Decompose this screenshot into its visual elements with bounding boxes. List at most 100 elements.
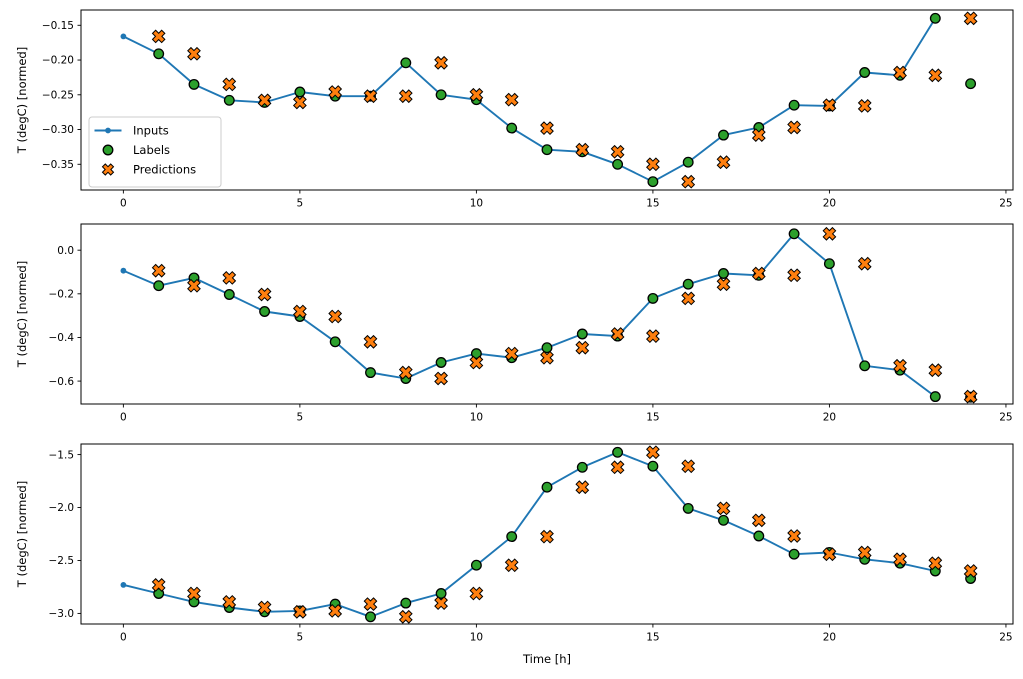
labels-marker [541,342,553,354]
predictions-marker [893,358,907,373]
labels-marker [859,67,871,78]
predictions-marker [575,142,590,157]
legend-labels-circle-icon [102,144,114,156]
predictions-marker [328,603,343,618]
predictions-marker [716,277,731,292]
labels-marker [470,559,482,571]
predictions-marker [328,85,343,99]
labels-marker [400,597,412,609]
y-tick-label: −0.25 [42,89,74,101]
axes-spines [80,223,1014,405]
y-tick-label: −1.5 [49,449,75,461]
x-tick-label: 10 [470,412,483,424]
labels-marker [259,306,271,317]
labels-marker [965,78,977,90]
predictions-marker [893,65,907,80]
predictions-marker [292,604,307,619]
x-tick-label: 20 [823,632,836,644]
labels-marker [718,514,729,526]
legend-inputs-dot-icon [105,127,111,134]
legend-item-label: Inputs [133,124,169,138]
predictions-marker [681,459,696,474]
inputs-marker [120,33,127,40]
labels-marker [859,360,871,372]
predictions-marker [363,89,378,104]
axes-spines [80,443,1014,625]
predictions-marker [857,256,872,271]
predictions-marker [328,309,343,324]
y-tick-label: −0.30 [42,124,74,136]
y-tick-label: −2.0 [49,502,75,514]
labels-marker [929,12,941,24]
predictions-marker [822,547,837,562]
y-axis-label: T (degC) [normed] [15,481,29,588]
labels-marker [188,78,200,90]
labels-marker [929,391,941,403]
predictions-marker [575,480,590,495]
predictions-marker [857,545,872,560]
predictions-marker [469,586,484,601]
predictions-marker [928,68,943,83]
subplot-1: 0 5 10 15 20 25 −0.15 −0.20 −0.25 −0.30 −0.35 T (de… [15,9,1014,210]
predictions-marker [716,501,731,516]
x-tick-label: 5 [297,412,304,424]
predictions-marker [787,529,802,543]
predictions-marker [822,226,837,241]
labels-marker [329,336,341,348]
labels-marker [153,48,165,60]
y-tick-label: −0.20 [42,55,74,67]
predictions-marker [787,268,802,283]
predictions-marker [504,92,519,107]
x-tick-label: 15 [646,412,659,424]
y-axis-label: T (degC) [normed] [15,47,29,154]
predictions-marker [504,558,519,573]
predictions-marker [151,29,166,44]
y-tick-label: −0.15 [42,20,74,32]
labels-marker [576,328,588,340]
predictions-marker [222,77,237,92]
predictions-marker [646,157,660,172]
predictions-marker [822,98,837,113]
predictions-marker [398,365,413,380]
labels-marker [788,228,800,240]
predictions-marker [540,121,554,136]
labels-marker [541,481,553,493]
predictions-marker [963,11,978,26]
predictions-marker [151,578,166,592]
predictions-marker [646,329,660,344]
labels-marker [153,280,165,292]
labels-marker [435,588,447,599]
predictions-marker [292,304,307,319]
predictions-marker [540,529,554,544]
inputs-marker [120,582,127,588]
labels-marker [223,94,235,106]
predictions-marker [151,263,166,278]
labels-marker [470,348,482,360]
labels-marker [612,158,624,170]
x-tick-label: 0 [120,412,127,424]
predictions-marker [363,334,378,349]
labels-marker [506,122,518,134]
labels-marker [718,129,729,141]
predictions-marker [681,174,696,189]
predictions-marker [857,99,872,113]
predictions-marker [610,327,625,341]
x-tick-label: 10 [470,198,483,210]
predictions-marker [893,552,907,567]
subplot-2: 0 5 10 15 20 25 0.0 −0.2 −0.4 −0.6 T (degC) [norme… [15,223,1014,424]
predictions-marker [257,600,272,615]
y-axis-label: T (degC) [normed] [15,261,29,368]
legend-item-label: Predictions [133,163,196,177]
labels-marker [682,502,694,514]
x-tick-label: 5 [297,632,304,644]
predictions-marker [434,55,448,70]
labels-marker [223,289,235,300]
predictions-marker [610,460,625,475]
predictions-marker [716,155,731,170]
predictions-marker [928,363,943,378]
y-tick-label: −3.0 [49,608,75,620]
labels-marker [612,446,624,458]
labels-marker [823,258,835,270]
x-axis-label: Time [h] [522,652,571,666]
x-tick-label: 25 [999,198,1012,210]
